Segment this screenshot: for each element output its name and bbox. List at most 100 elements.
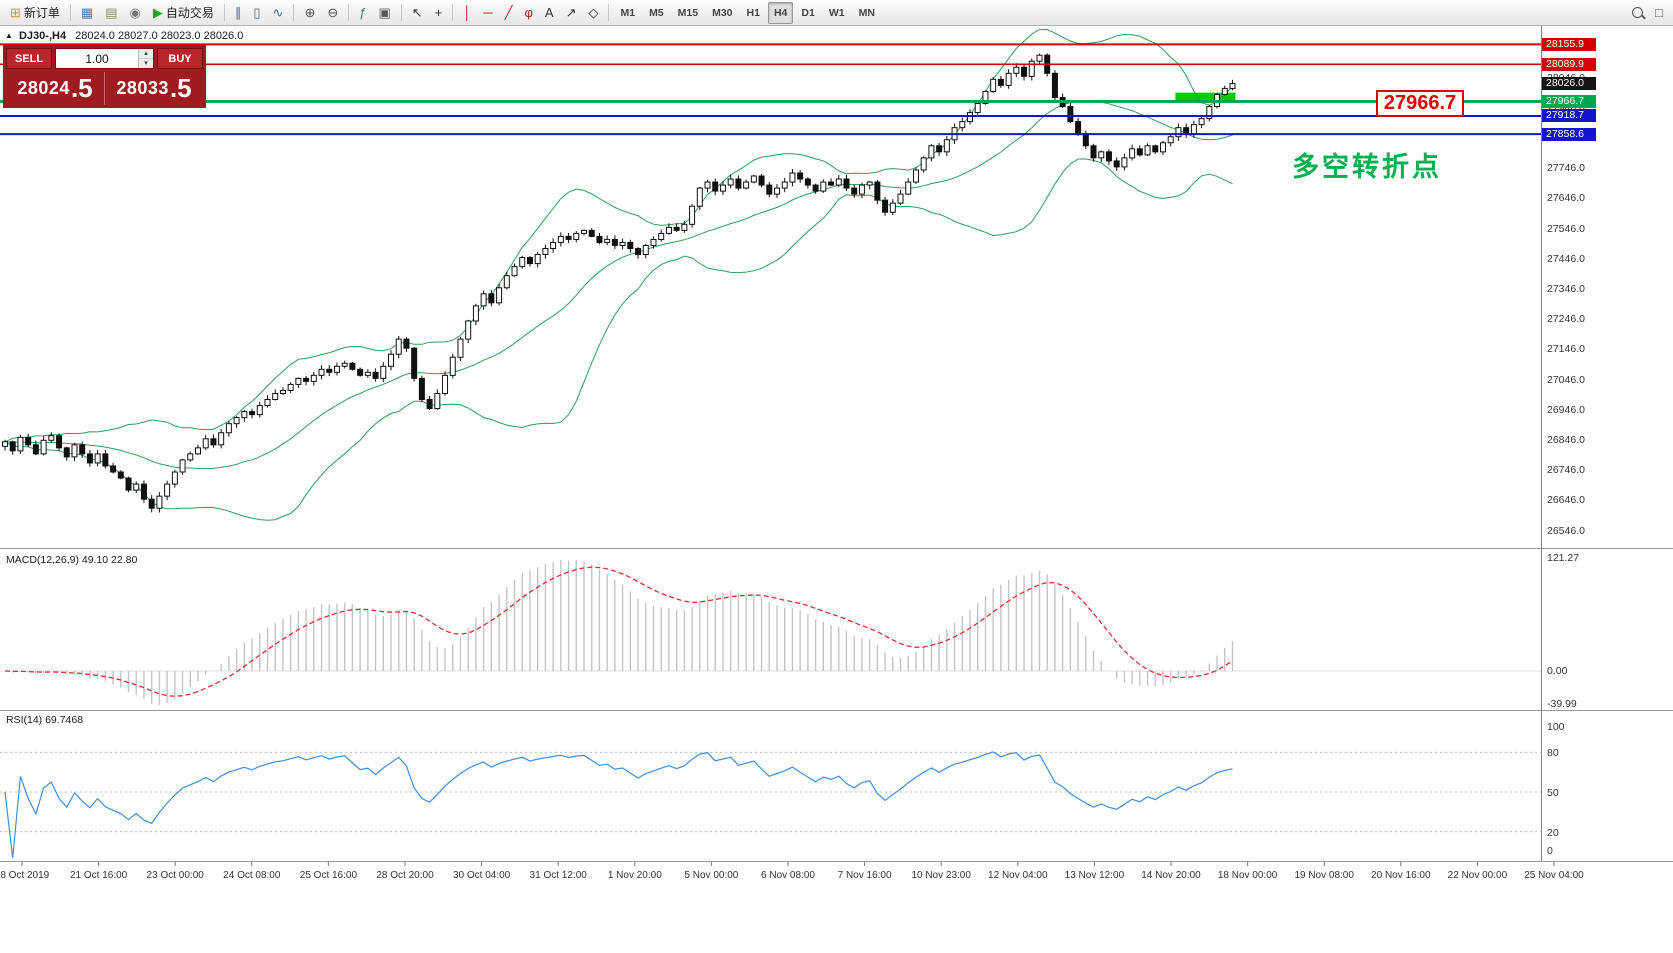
macd-histogram	[12, 560, 1234, 705]
volume-value[interactable]: 1.00	[85, 51, 109, 66]
trendline-button[interactable]: ╱	[500, 2, 518, 24]
sell-button[interactable]: SELL	[6, 48, 52, 69]
refresh-icon: ◉	[129, 5, 141, 20]
sell-price-main: 28024	[17, 78, 70, 98]
bollinger-bands	[4, 28, 1233, 521]
timeframe-m15-button[interactable]: M15	[672, 2, 704, 24]
tile-windows-button[interactable]: ▣	[373, 2, 395, 24]
one-click-trading-panel: SELL 1.00 ▴ ▾ BUY 28024 .5 28033 .5	[3, 45, 206, 108]
horizontal-line-icon: ─	[483, 5, 493, 20]
buy-price[interactable]: 28033 .5	[104, 72, 203, 105]
line-chart-button[interactable]: ∿	[268, 2, 289, 24]
toolbar-separator	[348, 4, 350, 21]
pivot-line-tag[interactable]: 27966.7	[1542, 94, 1596, 108]
one-click-toggle-icon[interactable]: ▲	[5, 31, 13, 40]
buy-button[interactable]: BUY	[157, 48, 203, 69]
symbol-period-label: DJ30-,H4	[18, 30, 67, 42]
toolbar-separator	[608, 4, 610, 21]
chart-text-annotation[interactable]: 多空转折点	[1292, 152, 1442, 182]
charts-icon: ▦	[80, 5, 94, 20]
trendline-icon: ╱	[504, 5, 513, 20]
magnifier-icon	[1632, 7, 1644, 18]
timeframe-m5-button[interactable]: M5	[643, 2, 670, 24]
timeframe-h4-button[interactable]: H4	[767, 1, 794, 24]
text-icon: A	[544, 5, 554, 20]
horizontal-line-button[interactable]: ─	[478, 2, 497, 24]
toolbar-separator	[400, 4, 402, 21]
vertical-line-button[interactable]: │	[458, 2, 476, 24]
bar-chart-icon: ∥	[234, 5, 242, 20]
rsi-pane	[0, 751, 1541, 833]
price-callout-label[interactable]: 27966.7	[1376, 90, 1464, 117]
crosshair-button[interactable]: +	[430, 2, 448, 24]
zoom-out-icon: ⊖	[327, 5, 339, 20]
indicators-icon: ƒ	[359, 5, 367, 20]
new-order-icon: ⊞	[10, 5, 21, 20]
timeframe-m1-button[interactable]: M1	[614, 2, 641, 24]
new-order-button[interactable]: ⊞ 新订单	[5, 2, 65, 24]
toolbar-buttons: ⊞ 新订单 ▦ ▤ ◉ ▶ 自动交易 ∥ ▯ ∿ ⊕ ⊖ ƒ ▣ ↖ + │ ─ ╱ φ A ↗ ◇	[4, 2, 613, 24]
resistance-line-1-tag[interactable]: 28155.9	[1542, 37, 1596, 51]
resistance-line-2-tag[interactable]: 28089.9	[1542, 57, 1596, 71]
zoom-in-icon: ⊕	[304, 5, 316, 20]
timeframe-h1-button[interactable]: H1	[741, 2, 766, 24]
macd-indicator-label: MACD(12,26,9) 49.10 22.80	[6, 554, 138, 566]
autotrading-button-label: 自动交易	[165, 6, 214, 20]
timeframe-w1-button[interactable]: W1	[823, 2, 851, 24]
candlestick-icon: ▯	[253, 5, 261, 20]
arrows-icon: ↗	[565, 5, 577, 20]
timeframe-m30-button[interactable]: M30	[706, 2, 738, 24]
fibonacci-icon: φ	[524, 5, 533, 20]
volume-increase-button[interactable]: ▴	[139, 49, 153, 59]
rsi-indicator-label: RSI(14) 69.7468	[6, 714, 84, 726]
toolbar-separator	[69, 4, 71, 21]
charts-button[interactable]: ▦	[76, 2, 98, 24]
volume-spinner: ▴ ▾	[138, 49, 153, 68]
chart-title: ▲ DJ30-,H4 28024.0 28027.0 28023.0 28026…	[5, 30, 243, 42]
candles	[2, 53, 1236, 513]
line-chart-icon: ∿	[272, 5, 284, 20]
zoom-out-button[interactable]: ⊖	[322, 2, 343, 24]
toolbar-right-buttons: □	[1626, 2, 1669, 24]
zoom-in-button[interactable]: ⊕	[299, 2, 320, 24]
timeframe-d1-button[interactable]: D1	[795, 2, 820, 24]
highlight-zone[interactable]	[1175, 92, 1236, 102]
buy-price-main: 28033	[116, 78, 169, 98]
profiles-button[interactable]: ▤	[100, 2, 122, 24]
autotrading-button[interactable]: ▶ 自动交易	[148, 2, 219, 24]
candlestick-button[interactable]: ▯	[248, 2, 265, 24]
timeframe-switcher: M1 M5 M15 M30 H1 H4 D1 W1 MN	[613, 1, 881, 24]
macd-signal-line	[4, 566, 1233, 697]
cursor-icon: ↖	[411, 5, 423, 20]
timeframe-mn-button[interactable]: MN	[853, 2, 881, 24]
current-price-tag[interactable]: 28026.0	[1542, 77, 1596, 91]
cursor-button[interactable]: ↖	[407, 2, 428, 24]
refresh-button[interactable]: ◉	[125, 2, 146, 24]
toolbar-separator	[452, 4, 454, 21]
volume-field[interactable]: 1.00 ▴ ▾	[55, 48, 154, 69]
rsi-line	[4, 751, 1233, 859]
toolbar: ⊞ 新订单 ▦ ▤ ◉ ▶ 自动交易 ∥ ▯ ∿ ⊕ ⊖ ƒ ▣ ↖ + │ ─ ╱ φ A ↗ ◇ M1 M5 M15 M30 H…	[0, 0, 1673, 26]
ohlc-values: 28024.0 28027.0 28023.0 28026.0	[75, 30, 244, 42]
indicators-button[interactable]: ƒ	[354, 2, 371, 24]
search-button[interactable]	[1627, 2, 1648, 24]
sell-price-pip: .5	[70, 73, 93, 103]
text-button[interactable]: A	[540, 2, 559, 24]
shapes-icon: ◇	[588, 5, 599, 20]
buy-price-pip: .5	[169, 73, 192, 103]
tile-windows-icon: ▣	[378, 5, 391, 20]
fullscreen-button[interactable]: □	[1650, 2, 1668, 24]
level-lines	[0, 43, 1541, 136]
shapes-button[interactable]: ◇	[583, 2, 603, 24]
support-line-2-tag[interactable]: 27858.6	[1542, 127, 1596, 141]
fibonacci-button[interactable]: φ	[519, 2, 537, 24]
new-order-button-label: 新订单	[23, 6, 60, 20]
autotrading-icon: ▶	[152, 5, 163, 20]
arrows-button[interactable]: ↗	[561, 2, 582, 24]
sell-price[interactable]: 28024 .5	[6, 72, 104, 105]
bar-chart-button[interactable]: ∥	[230, 2, 247, 24]
volume-decrease-button[interactable]: ▾	[139, 59, 153, 68]
support-line-1-tag[interactable]: 27918.7	[1542, 109, 1596, 123]
